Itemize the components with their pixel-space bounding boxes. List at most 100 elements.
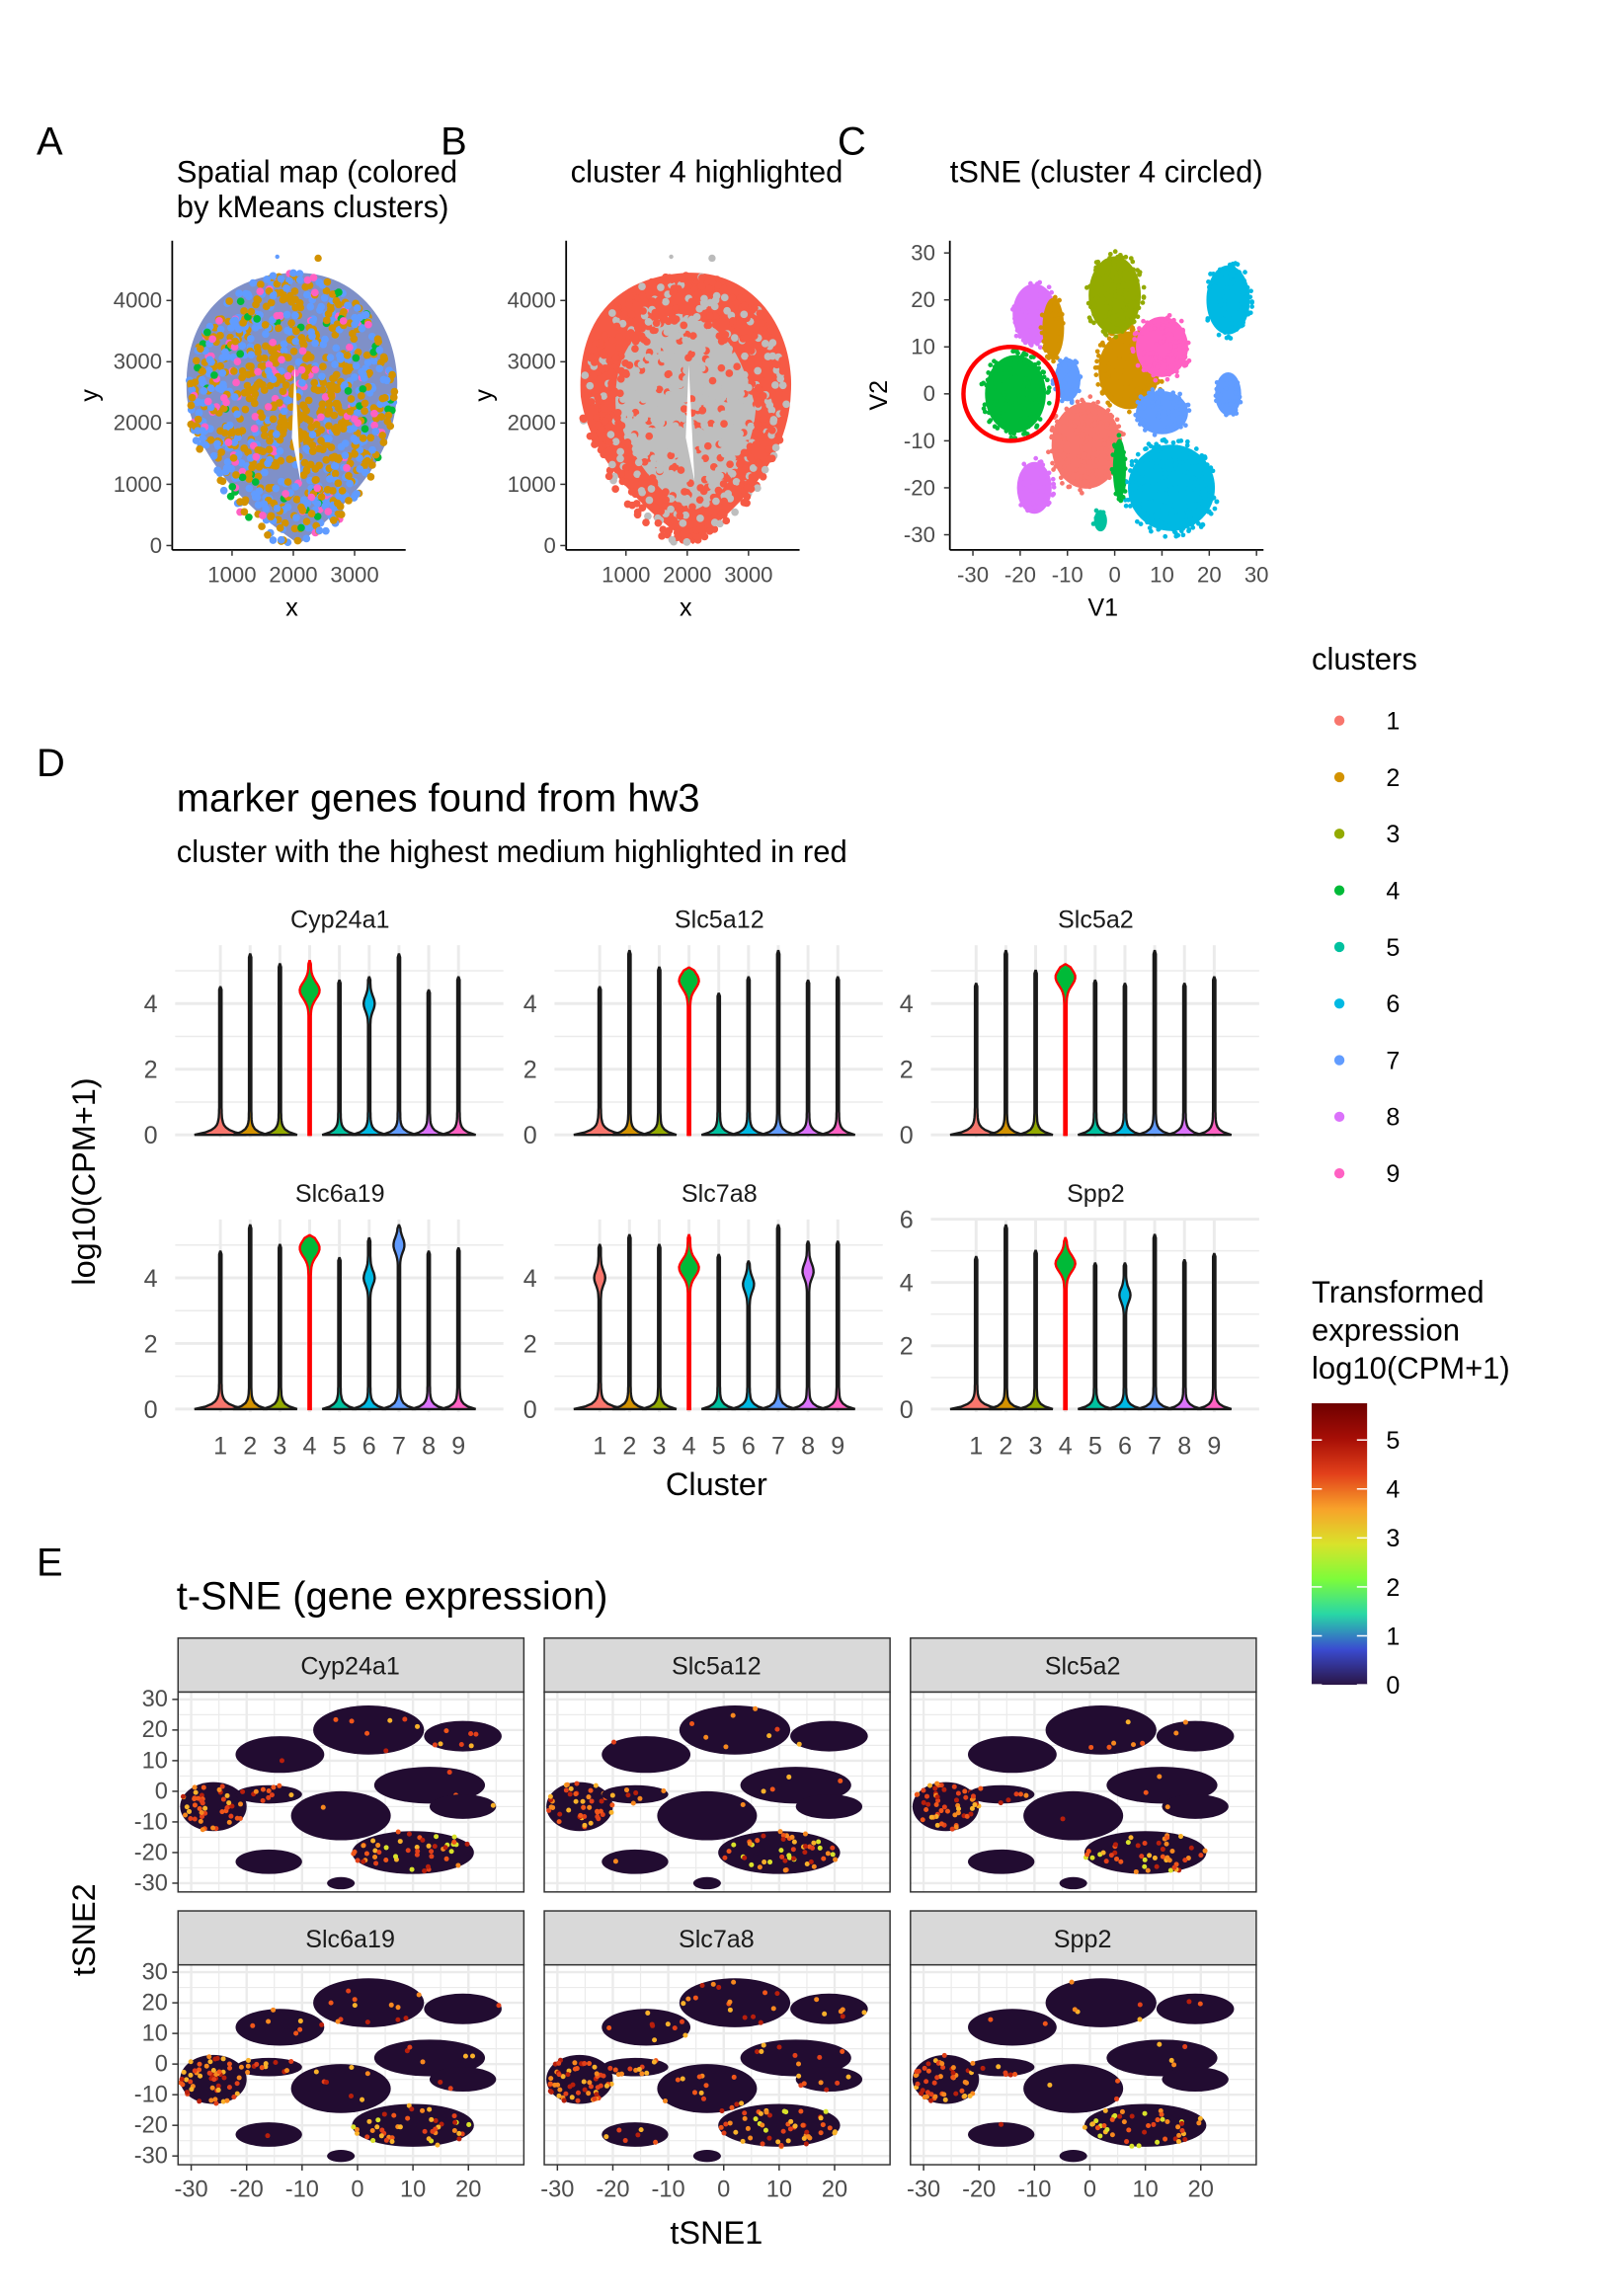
- cell-point: [1034, 341, 1040, 347]
- cell-point: [632, 366, 640, 375]
- cell-point: [725, 369, 734, 377]
- cell-point: [240, 388, 249, 397]
- cell-point: [1140, 1740, 1146, 1746]
- cell-point: [573, 1791, 579, 1797]
- cell-point: [565, 2072, 571, 2078]
- cell-point: [1044, 311, 1049, 317]
- cell-point: [1231, 277, 1236, 283]
- cell-point: [736, 415, 745, 424]
- cell-point: [806, 2134, 812, 2140]
- cell-point: [1010, 408, 1016, 414]
- x-tick-label: 2000: [663, 562, 711, 587]
- cell-point: [252, 300, 260, 309]
- cell-point: [1022, 380, 1028, 386]
- cell-point: [679, 345, 687, 354]
- cell-point: [700, 430, 709, 437]
- cell-point: [614, 423, 622, 431]
- cell-point: [1200, 471, 1206, 476]
- cell-point: [1034, 383, 1040, 389]
- cell-point: [1144, 446, 1149, 451]
- violin-cluster-4: [298, 1233, 321, 1411]
- cell-point: [335, 2019, 341, 2024]
- cell-point: [637, 1795, 643, 1801]
- cell-point: [187, 401, 196, 410]
- cell-point: [721, 2130, 727, 2136]
- cell-point: [456, 2136, 462, 2142]
- cell-point: [345, 497, 353, 505]
- cell-point: [261, 432, 269, 439]
- y-tick-label: -10: [134, 2083, 168, 2108]
- cell-point: [778, 367, 787, 375]
- cell-point: [1107, 432, 1112, 437]
- cell-point: [216, 331, 224, 340]
- cell-point: [740, 293, 749, 302]
- cell-point: [235, 289, 243, 297]
- cell-point: [334, 455, 343, 464]
- cell-point: [269, 291, 278, 300]
- cell-point: [1226, 329, 1232, 335]
- cell-point: [988, 362, 994, 367]
- cell-point: [1248, 288, 1253, 294]
- cell-point: [1133, 491, 1139, 497]
- cell-point: [1159, 498, 1164, 504]
- cell-point: [645, 496, 654, 505]
- cell-point: [209, 451, 218, 460]
- cell-point: [1056, 330, 1062, 336]
- cell-point: [751, 2014, 757, 2019]
- cell-point: [734, 373, 743, 381]
- cell-point: [1075, 475, 1080, 481]
- cell-point: [673, 332, 682, 340]
- cell-point: [321, 335, 329, 344]
- cell-point: [251, 478, 260, 486]
- violin-cluster-2: [232, 1224, 269, 1411]
- cell-point: [1185, 491, 1191, 497]
- tsne-facet-Slc5a12: Slc5a12: [543, 1637, 891, 1893]
- cell-point: [1113, 460, 1119, 466]
- cell-point: [680, 405, 688, 413]
- cell-point: [622, 2138, 628, 2144]
- cell-point: [1178, 516, 1184, 522]
- cell-point: [601, 331, 609, 340]
- cell-point: [307, 493, 316, 502]
- cell-point: [749, 464, 758, 472]
- cell-point: [650, 416, 659, 424]
- cell-point: [1218, 274, 1224, 279]
- cell-point: [367, 332, 376, 341]
- cell-point: [1140, 419, 1145, 425]
- cell-point: [1032, 504, 1038, 510]
- cell-point: [198, 2073, 203, 2079]
- cell-point: [273, 2060, 279, 2066]
- cell-point: [1040, 393, 1046, 399]
- cell-point: [238, 373, 246, 382]
- panel-tag-b: B: [441, 120, 467, 164]
- cell-point: [351, 313, 360, 322]
- cell-point: [710, 518, 719, 526]
- cell-point: [922, 2095, 927, 2100]
- cell-point: [791, 1839, 797, 1845]
- cell-point: [280, 407, 288, 416]
- cell-point: [283, 2068, 289, 2074]
- cell-point: [1168, 363, 1174, 369]
- cell-point: [986, 410, 992, 416]
- cell-point: [590, 345, 599, 354]
- cell-point: [1027, 375, 1032, 381]
- cell-point: [1086, 459, 1091, 465]
- cell-point: [783, 2109, 789, 2115]
- cell-point: [1029, 290, 1035, 296]
- cell-point: [1108, 300, 1113, 306]
- cell-point: [297, 365, 306, 374]
- cell-point: [243, 381, 252, 390]
- cell-point: [298, 347, 307, 356]
- cell-point: [671, 353, 680, 361]
- cell-point: [397, 1839, 403, 1845]
- x-tick-label: -10: [1052, 562, 1083, 587]
- cell-point: [1164, 315, 1170, 321]
- cell-point: [416, 1992, 422, 1998]
- cell-point: [1178, 1834, 1184, 1840]
- cell-point: [1002, 360, 1007, 366]
- cell-point: [667, 451, 676, 460]
- cell-point: [329, 374, 337, 383]
- cell-point: [339, 425, 348, 433]
- cell-point: [300, 372, 309, 380]
- cell-point: [759, 2048, 764, 2054]
